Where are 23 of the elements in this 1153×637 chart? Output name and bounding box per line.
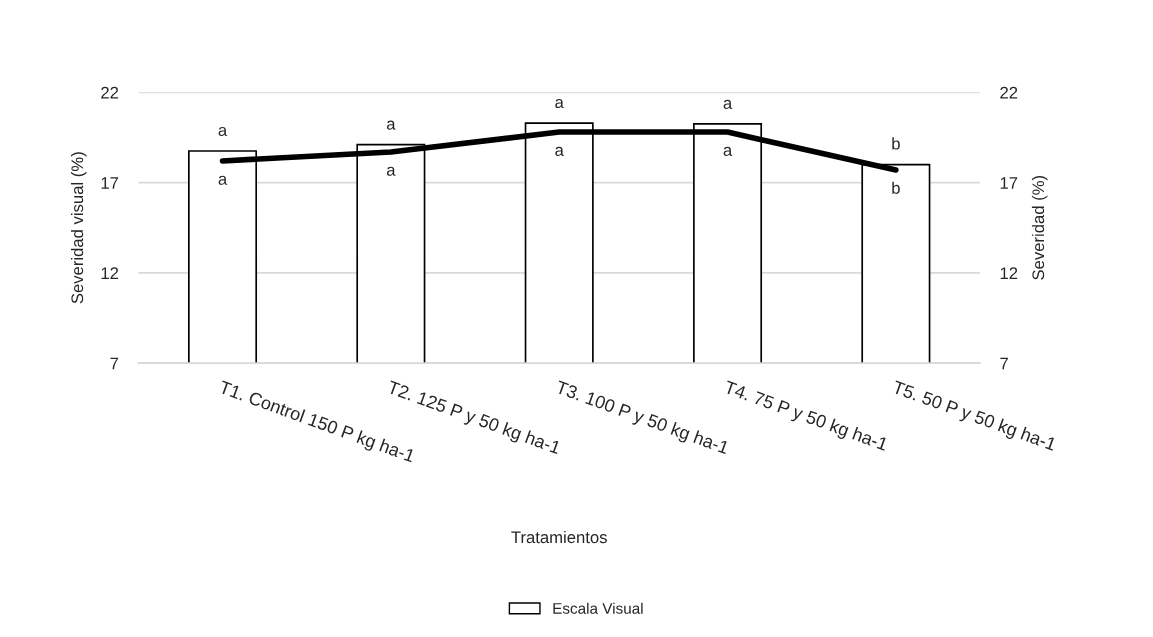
y2-tick-label: 12 [1000,267,1018,279]
x-tick-label: T5. 50 P y 50 kg ha-1 [890,379,1057,455]
annotation: a [218,175,228,185]
annotation: b [892,137,900,150]
legend-label: Escala Visual [553,602,643,614]
annotation: a [386,120,396,130]
y-axis-title: Severidad visual (%) [70,152,87,304]
y2-tick-label: 17 [1000,177,1018,189]
y2-axis-title: Severidad (%) [1031,175,1048,280]
annotation: b [892,181,900,194]
annotation: a [386,166,396,176]
y2-tick-label: 22 [1000,86,1018,99]
y-tick-label: 12 [101,267,119,279]
annotation: a [723,99,733,109]
y2-tick-label: 7 [1000,357,1008,370]
y-tick-label: 22 [101,86,119,99]
annotation: a [555,98,564,109]
annotation: a [218,126,228,137]
y-tick-label: 17 [101,177,119,189]
annotation: a [723,146,733,156]
x-axis-title: Tratamientos [511,530,607,544]
y-tick-label: 7 [110,357,119,370]
annotation: a [555,146,564,156]
